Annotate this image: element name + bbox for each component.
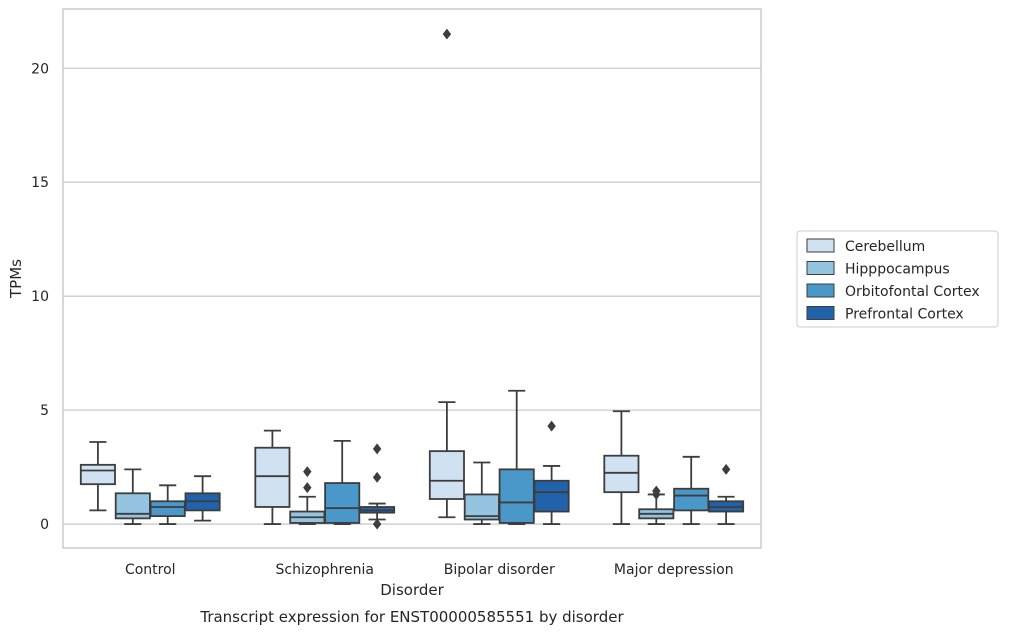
outlier-point (721, 463, 731, 475)
box-0-2 (149, 484, 186, 525)
y-axis-label: TPMs (7, 259, 25, 299)
box-2-3 (533, 420, 570, 525)
box-1-2 (324, 439, 361, 525)
outlier-point (372, 471, 382, 483)
box-3-1 (638, 485, 675, 525)
outlier-point (652, 485, 661, 497)
x-tick-label: Schizophrenia (276, 562, 374, 578)
y-tick-label: 15 (31, 175, 49, 191)
legend-swatch (806, 283, 835, 298)
x-tick-label: Control (125, 562, 176, 578)
box-iqr (603, 454, 640, 494)
legend-swatch (806, 306, 835, 320)
box-3-0 (603, 410, 640, 525)
outlier-point (303, 482, 312, 494)
box-iqr (428, 450, 465, 500)
y-tick-label: 5 (40, 403, 49, 419)
box-2-0 (428, 28, 465, 519)
y-tick-label: 0 (40, 517, 49, 533)
plot-area (79, 28, 745, 530)
y-tick-label: 20 (31, 61, 49, 77)
box-iqr (533, 479, 570, 513)
box-iqr (79, 463, 116, 486)
x-axis-label: Disorder (380, 581, 444, 599)
box-1-1 (289, 466, 326, 525)
outlier-point (303, 466, 312, 478)
y-tick-label: 10 (31, 289, 49, 305)
legend: Cerebellum Hipppocampus Orbitofontal Corte… (796, 230, 999, 328)
box-0-0 (79, 441, 116, 512)
chart-title: Transcript expression for ENST0000058555… (199, 608, 624, 626)
legend-label: Hipppocampus (845, 262, 950, 278)
outlier-point (372, 443, 382, 455)
legend-label: Cerebellum (845, 239, 925, 255)
box-iqr (324, 482, 361, 524)
box-0-3 (184, 475, 221, 522)
legend-swatch (806, 238, 835, 253)
legend-label: Prefrontal Cortex (845, 307, 964, 323)
legend-frame (796, 230, 999, 328)
box-2-1 (463, 461, 500, 525)
outlier-point (442, 28, 452, 40)
legend-swatch (806, 261, 835, 275)
box-1-0 (254, 429, 291, 525)
x-axis-ticks: Control Schizophrenia Bipolar disorder Majo… (125, 562, 734, 578)
box-3-3 (708, 463, 745, 525)
box-0-1 (114, 468, 151, 525)
x-tick-label: Bipolar disorder (444, 562, 555, 578)
box-iqr (254, 446, 291, 508)
box-3-2 (673, 455, 710, 525)
outlier-point (547, 420, 556, 432)
box-iqr (673, 487, 710, 512)
box-1-3 (359, 443, 396, 530)
box-2-2 (498, 389, 535, 525)
plot-frame (62, 8, 762, 549)
y-axis-ticks: 0 5 10 15 20 (31, 61, 49, 533)
gridlines (63, 67, 761, 525)
legend-label: Orbitofontal Cortex (845, 284, 980, 300)
outlier-point (372, 518, 382, 530)
x-tick-label: Major depression (614, 562, 734, 578)
box-iqr (149, 500, 186, 517)
box-iqr (498, 468, 535, 524)
